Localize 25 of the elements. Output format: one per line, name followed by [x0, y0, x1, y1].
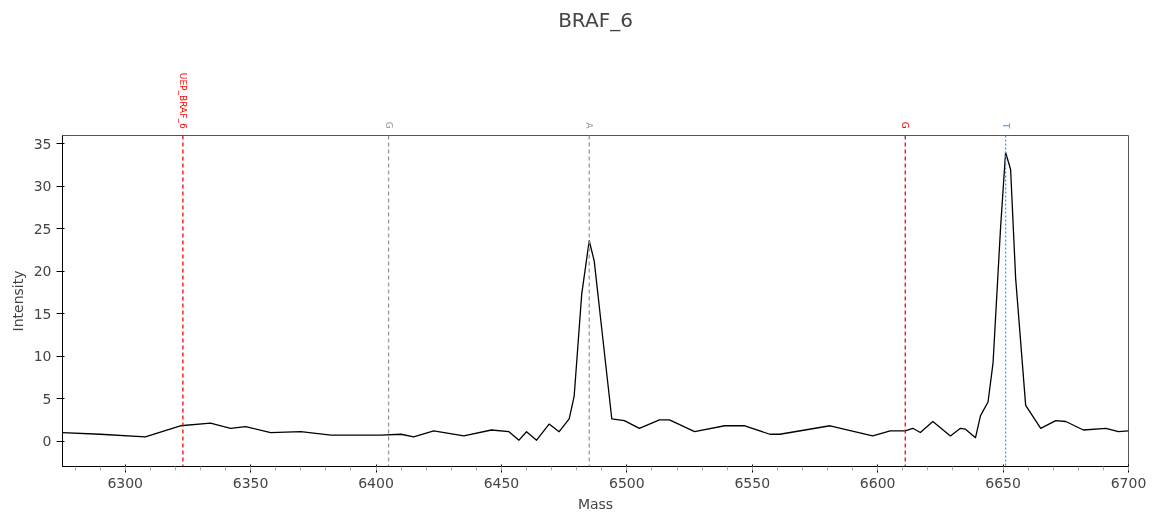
ref-line-label: UEP_BRAF_6	[177, 72, 188, 129]
ref-line-label: A	[584, 122, 595, 130]
x-tick-label: 6600	[859, 474, 896, 491]
y-tick-label: 30	[33, 178, 52, 195]
x-tick-label: 6500	[609, 474, 645, 491]
x-tick-label: 6400	[358, 474, 394, 491]
y-tick-label: 10	[33, 348, 52, 365]
x-tick-label: 6650	[985, 474, 1021, 491]
ref-line-label: T	[1000, 122, 1011, 130]
y-tick-label: 25	[33, 220, 52, 237]
y-tick-label: 15	[33, 305, 52, 322]
x-tick-label: 6450	[483, 474, 520, 491]
x-tick-label: 6300	[107, 474, 144, 491]
y-tick-label: 35	[33, 135, 52, 152]
x-axis-title: Mass	[577, 495, 614, 512]
y-tick-label: 20	[33, 263, 52, 280]
y-tick-label: 0	[42, 433, 52, 450]
x-tick-label: 6700	[1110, 474, 1147, 491]
ref-line-label: G	[900, 121, 911, 129]
x-tick-label: 6550	[734, 474, 771, 491]
chart-title: BRAF_6	[558, 7, 633, 32]
x-tick-label: 6350	[232, 474, 269, 491]
y-axis-title: Intensity	[9, 270, 26, 332]
ref-line-label: G	[383, 121, 394, 129]
y-tick-label: 5	[42, 390, 52, 407]
